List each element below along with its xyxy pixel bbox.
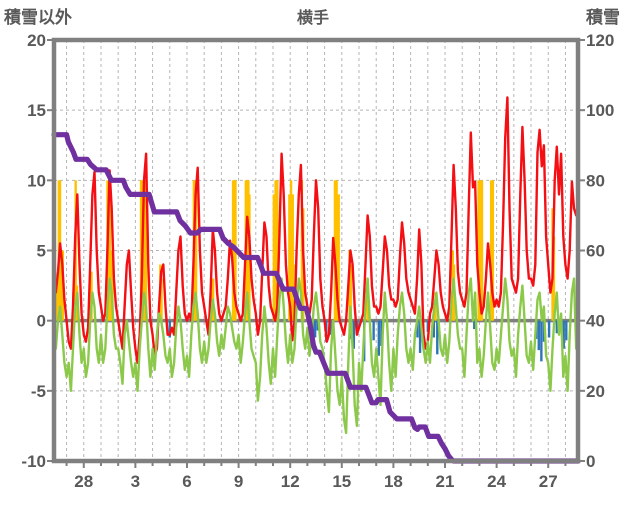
blue-bars-series — [168, 320, 577, 362]
x-tick-label: 3 — [131, 472, 140, 491]
right-tick-label: 20 — [586, 382, 605, 401]
left-axis-tick-labels: 20 15 10 5 0 -5 -10 — [21, 31, 46, 471]
x-tick-label: 9 — [234, 472, 243, 491]
x-tick-label: 12 — [281, 472, 300, 491]
right-axis-tick-labels: 120 100 80 60 40 20 0 — [586, 31, 614, 471]
left-tick-label: -10 — [21, 452, 46, 471]
right-tick-label: 40 — [586, 312, 605, 331]
x-tick-label: 27 — [539, 472, 558, 491]
green-line-series — [54, 277, 578, 435]
right-tick-label: 60 — [586, 242, 605, 261]
chart-title: 横手 — [297, 8, 329, 27]
left-tick-label: 5 — [37, 242, 46, 261]
left-tick-label: 10 — [27, 171, 46, 190]
x-axis-tick-labels: 28 3 6 9 12 15 18 21 24 27 — [74, 472, 557, 491]
left-axis-title: 積雪以外 — [4, 7, 72, 27]
x-tick-label: 15 — [332, 472, 351, 491]
x-tick-label: 6 — [182, 472, 191, 491]
right-axis-title: 積雪 — [586, 7, 620, 27]
left-tick-label: 20 — [27, 31, 46, 50]
right-tick-label: 80 — [586, 171, 605, 190]
red-line-series — [54, 96, 578, 364]
right-tick-label: 0 — [586, 452, 595, 471]
plot-frame — [51, 37, 581, 464]
x-tick-label: 24 — [487, 472, 506, 491]
right-tick-label: 120 — [586, 31, 614, 50]
x-tick-label: 28 — [74, 472, 93, 491]
left-tick-label: 15 — [27, 101, 46, 120]
left-tick-label: 0 — [37, 312, 46, 331]
left-tick-label: -5 — [31, 382, 46, 401]
axis-ticks — [47, 39, 585, 468]
x-tick-label: 21 — [436, 472, 455, 491]
right-tick-label: 100 — [586, 101, 614, 120]
x-tick-label: 18 — [384, 472, 403, 491]
snow-depth-line — [51, 132, 581, 464]
